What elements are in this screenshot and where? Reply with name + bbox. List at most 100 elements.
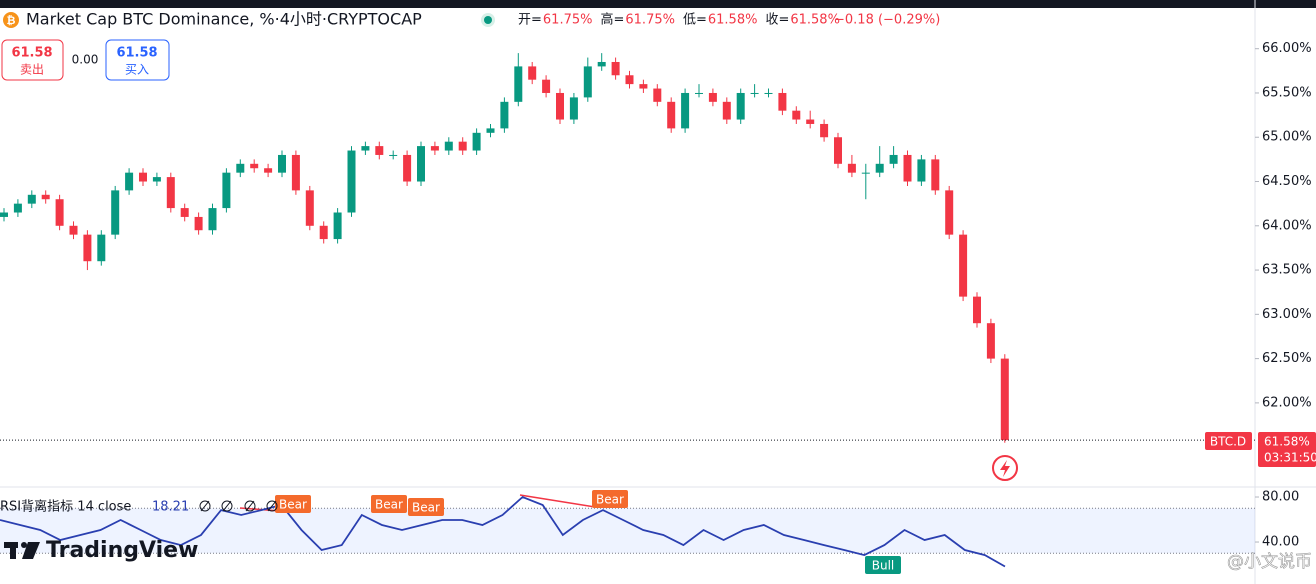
last-price: 61.58% [1264,435,1310,449]
symbol-tag [1205,432,1252,450]
ohlc-value: 61.58% [790,13,840,28]
candle-body [13,203,22,213]
candle-body [319,225,328,240]
y-tick-label: 63.00% [1262,307,1312,322]
candle-body [361,146,370,151]
candle-body [83,234,92,262]
chart-title: Market Cap BTC Dominance, %·4小时·CRYPTOCA… [26,10,422,29]
candle-body [736,92,745,120]
candle-body [403,154,412,182]
candle-body [472,132,481,151]
candle-body [792,110,801,120]
price-pane: 62.00% 62.50% 63.00% 63.50% 64.00% 64.50% 65.0… [0,41,1312,443]
sell-label: 卖出 [20,63,44,77]
candle-body [55,199,64,226]
candle-body [264,168,273,173]
rsi-last: 18.21 [152,500,189,515]
divergence-tag [408,498,444,516]
y-tick-label: 66.00% [1262,41,1312,56]
divergence-tag [371,495,407,513]
candle-body [41,194,50,200]
candle-body [820,123,829,138]
candle-body [430,146,439,151]
y-tick-label: 63.50% [1262,263,1312,278]
symbol-tag-text: BTC.D [1210,435,1246,449]
candle-body [889,154,898,164]
candle-body [611,61,620,76]
divergence-tag [592,490,628,508]
candle-body [250,163,259,169]
rsi-pane: 80.00 40.00 Bear Bear Bear Bear Bull [0,490,1299,574]
ohlc-label: 低= [683,13,707,28]
candle-body [222,172,231,209]
buy-label: 买入 [125,63,149,77]
candle-body [959,234,968,297]
candle-body [806,119,815,124]
alert-bolt [1000,460,1010,477]
divergence-label: Bear [412,501,440,515]
candle-body [695,92,703,94]
candle-body [722,101,731,120]
candle-body [514,66,523,102]
rsi-band [0,508,1255,554]
coin-symbol: ₿ [7,14,16,27]
candle-body [208,208,217,231]
candle-body [639,84,648,89]
logo-icon [4,542,40,559]
candle-body [973,296,981,324]
candle-body [945,190,954,235]
rsi-name: RSI背离指标 14 close [0,499,131,515]
candle-body [291,154,300,191]
logo-text: TradingView [46,538,198,563]
rsi-line [0,495,1006,568]
buy-button[interactable] [105,39,170,81]
coin-icon [3,12,19,28]
watermark: @小文说币 [1227,552,1312,572]
candle-body [194,216,203,231]
candle-body [458,141,467,151]
candle-body [708,92,717,102]
candle-body [166,177,175,209]
last-price-tag [1258,432,1316,467]
candle-body [333,212,342,240]
candle-body [0,212,8,217]
sell-button[interactable] [1,39,64,81]
candle-body [528,66,537,80]
candle-body [542,79,551,93]
candle-body [417,146,425,182]
candle-body [917,159,926,182]
y-tick-label: 80.00 [1262,490,1299,505]
y-tick-label: 62.00% [1262,395,1312,410]
divergence-label: Bull [872,559,895,573]
candle-body [597,61,606,67]
candle-body [152,177,161,182]
candle-body [500,101,509,129]
candle-body [389,154,398,156]
candle-body [278,154,286,173]
candle-body [444,141,453,151]
divergence-tag [865,556,901,574]
candle-body [556,92,564,120]
candle-body [486,128,495,133]
status-dot [484,16,492,24]
candle-body [125,172,134,191]
candle-body [347,150,356,213]
y-tick-label: 64.50% [1262,174,1312,189]
candle-body [903,154,912,182]
ohlc-label: 高= [600,12,624,28]
divergence-line [519,494,596,508]
ohlc-label: 收= [765,13,789,28]
y-tick-label: 64.00% [1262,218,1312,233]
top-bar [0,0,1316,8]
candle-body [875,163,884,173]
candle-body [847,163,856,173]
candle-body [236,163,245,173]
candle-body [27,194,36,204]
candle-body [97,234,106,262]
y-tick-label: 40.00 [1262,535,1299,550]
spread: 0.00 [72,53,99,67]
buy-price: 61.58 [116,46,157,61]
visibility-icons[interactable] [199,500,278,512]
